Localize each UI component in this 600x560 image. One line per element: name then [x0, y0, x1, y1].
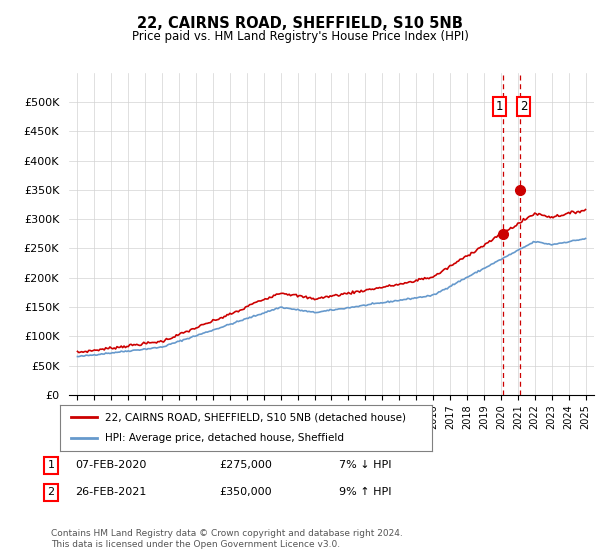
- Text: Contains HM Land Registry data © Crown copyright and database right 2024.
This d: Contains HM Land Registry data © Crown c…: [51, 529, 403, 549]
- Text: 26-FEB-2021: 26-FEB-2021: [75, 487, 146, 497]
- Text: HPI: Average price, detached house, Sheffield: HPI: Average price, detached house, Shef…: [104, 433, 344, 444]
- Text: 07-FEB-2020: 07-FEB-2020: [75, 460, 146, 470]
- Text: 1: 1: [47, 460, 55, 470]
- Text: 1: 1: [496, 100, 503, 113]
- Text: £350,000: £350,000: [219, 487, 272, 497]
- Text: Price paid vs. HM Land Registry's House Price Index (HPI): Price paid vs. HM Land Registry's House …: [131, 30, 469, 43]
- Text: 2: 2: [47, 487, 55, 497]
- Text: 2: 2: [520, 100, 527, 113]
- Text: 9% ↑ HPI: 9% ↑ HPI: [339, 487, 391, 497]
- Text: 22, CAIRNS ROAD, SHEFFIELD, S10 5NB: 22, CAIRNS ROAD, SHEFFIELD, S10 5NB: [137, 16, 463, 31]
- Text: 22, CAIRNS ROAD, SHEFFIELD, S10 5NB (detached house): 22, CAIRNS ROAD, SHEFFIELD, S10 5NB (det…: [104, 412, 406, 422]
- Text: £275,000: £275,000: [219, 460, 272, 470]
- Text: 7% ↓ HPI: 7% ↓ HPI: [339, 460, 391, 470]
